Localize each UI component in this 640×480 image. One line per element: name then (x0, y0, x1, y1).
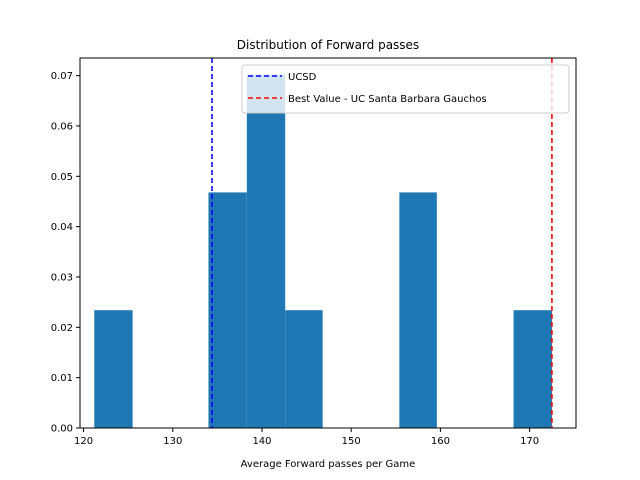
x-tick-label: 170 (520, 436, 539, 447)
histogram-bar-4 (246, 74, 286, 428)
bars-group (94, 74, 552, 428)
x-axis-label: Average Forward passes per Game (241, 459, 416, 470)
legend-label-ucsd: UCSD (288, 72, 317, 83)
y-tick-label: 0.07 (51, 71, 73, 82)
y-tick-label: 0.00 (51, 424, 73, 435)
histogram-bar-11 (513, 310, 552, 428)
histogram-bar-3 (208, 192, 247, 428)
histogram-bar-8 (399, 192, 437, 428)
y-axis-ticks: 0.00 0.01 0.02 0.03 0.04 0.05 0.06 0.07 (51, 71, 80, 435)
y-tick-label: 0.01 (51, 373, 73, 384)
chart-title: Distribution of Forward passes (237, 38, 419, 52)
y-tick-label: 0.06 (51, 121, 73, 132)
histogram-bar-0 (94, 310, 133, 428)
y-tick-label: 0.02 (51, 323, 73, 334)
y-tick-label: 0.04 (51, 222, 73, 233)
x-tick-label: 160 (431, 436, 450, 447)
reference-lines-group (211, 58, 553, 428)
x-tick-label: 150 (342, 436, 361, 447)
histogram-bar-5 (285, 310, 323, 428)
x-axis-ticks: 120 130 140 150 160 170 (74, 428, 539, 447)
x-tick-label: 140 (252, 436, 271, 447)
plot-frame (79, 57, 577, 429)
legend-label-best-value: Best Value - UC Santa Barbara Gauchos (288, 94, 487, 105)
legend-box (241, 64, 570, 114)
legend: UCSD Best Value - UC Santa Barbara Gauch… (241, 64, 570, 114)
y-tick-label: 0.03 (51, 272, 73, 283)
x-tick-label: 130 (163, 436, 182, 447)
y-tick-label: 0.05 (51, 172, 73, 183)
x-tick-label: 120 (74, 436, 93, 447)
